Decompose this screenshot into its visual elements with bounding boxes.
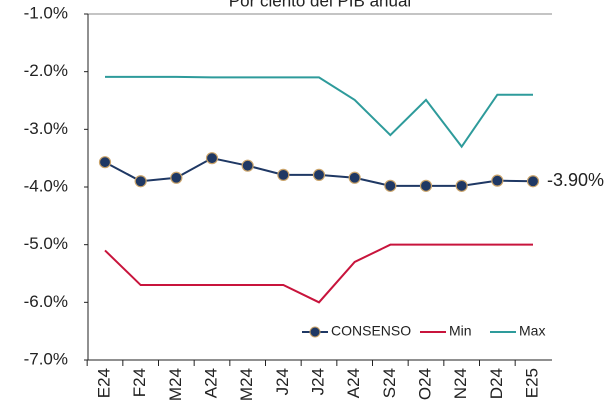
data-point	[312, 168, 326, 181]
x-tick-label: F24	[130, 368, 149, 397]
data-point	[526, 175, 540, 188]
x-tick-label: N24	[451, 368, 470, 399]
y-tick-label: -6.0%	[24, 292, 68, 311]
y-tick-label: -5.0%	[24, 234, 68, 253]
legend-label: Min	[449, 323, 472, 339]
x-tick-label: M24	[166, 368, 185, 401]
data-label: -3.90%	[547, 170, 604, 190]
legend-marker	[309, 326, 321, 338]
data-point	[491, 174, 504, 187]
data-point	[455, 179, 468, 192]
y-tick-label: -1.0%	[24, 3, 68, 22]
data-point	[170, 171, 183, 184]
x-tick-label: E25	[522, 368, 541, 398]
y-tick-label: -2.0%	[24, 61, 68, 80]
data-point	[134, 175, 147, 188]
data-point	[348, 171, 361, 184]
data-point	[384, 179, 397, 192]
x-tick-label: M24	[237, 368, 256, 401]
chart-title: Por ciento del PIB anual	[229, 0, 411, 10]
data-point	[98, 156, 112, 169]
data-point	[205, 152, 219, 165]
x-tick-label: A24	[201, 368, 220, 398]
x-tick-label: A24	[344, 368, 363, 398]
y-tick-label: -3.0%	[24, 119, 68, 138]
x-tick-label: E24	[94, 368, 113, 398]
data-point	[419, 179, 433, 192]
data-point	[241, 159, 254, 172]
x-tick-label: O24	[415, 368, 434, 400]
series-line	[104, 243, 533, 304]
x-tick-label: D24	[487, 368, 506, 399]
data-point	[277, 168, 290, 181]
x-tick-label: J24	[308, 368, 327, 395]
series-line	[105, 75, 533, 149]
legend-label: CONSENSO	[331, 323, 411, 339]
legend-label: Max	[519, 323, 545, 339]
y-tick-label: -4.0%	[24, 176, 68, 195]
x-tick-label: S24	[380, 368, 399, 398]
x-tick-label: J24	[273, 368, 292, 395]
y-tick-label: -7.0%	[24, 349, 68, 368]
